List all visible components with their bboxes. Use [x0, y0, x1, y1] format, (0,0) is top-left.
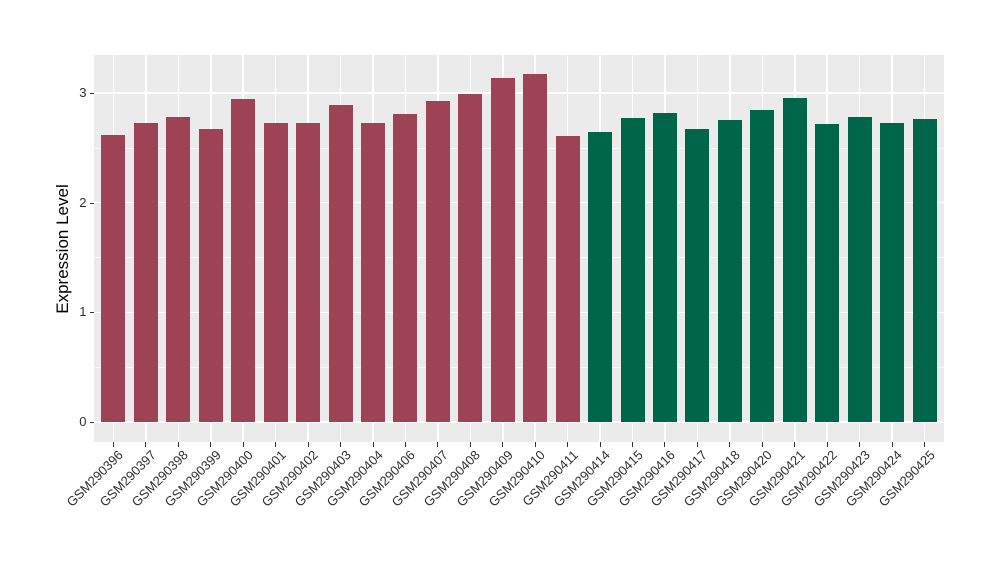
x-tick-mark [696, 442, 698, 447]
bar-GSM290423 [847, 117, 872, 422]
bar-GSM290422 [815, 123, 840, 422]
x-tick-mark [664, 442, 666, 447]
x-tick-mark [534, 442, 536, 447]
bar-GSM290396 [101, 134, 126, 422]
bar-GSM290409 [490, 77, 515, 422]
bar-GSM290410 [523, 74, 548, 422]
x-tick-mark [502, 442, 504, 447]
bar-GSM290414 [588, 132, 613, 422]
x-tick-mark [924, 442, 926, 447]
y-tick-label: 0 [79, 414, 87, 429]
gridline-major [94, 92, 944, 94]
gridline-major [94, 201, 944, 204]
bar-GSM290401 [263, 122, 288, 422]
x-tick-mark [567, 442, 569, 447]
bar-GSM290399 [198, 129, 223, 422]
bar-GSM290415 [620, 118, 645, 422]
x-tick-mark [372, 442, 374, 447]
bar-GSM290403 [328, 104, 353, 422]
x-tick-mark [794, 442, 796, 447]
plot-panel [94, 55, 944, 442]
y-tick-mark [89, 202, 94, 204]
y-tick-mark [89, 422, 94, 423]
gridline-minor [94, 257, 944, 259]
bar-GSM290421 [782, 98, 807, 422]
gridline-major [94, 311, 944, 314]
x-tick-mark [632, 442, 634, 447]
bar-GSM290406 [393, 113, 418, 422]
y-tick-mark [89, 92, 94, 94]
x-tick-mark [242, 442, 244, 447]
bar-GSM290416 [652, 112, 677, 422]
bar-GSM290425 [912, 119, 937, 422]
x-tick-mark [112, 442, 114, 447]
x-tick-mark [729, 442, 731, 447]
x-tick-mark [761, 442, 763, 447]
x-tick-mark [177, 442, 179, 447]
bar-GSM290418 [717, 120, 742, 422]
x-tick-mark [599, 442, 601, 447]
y-tick-label: 3 [79, 84, 87, 100]
bar-GSM290397 [133, 122, 158, 422]
x-tick-mark [437, 442, 439, 447]
y-tick-label: 1 [79, 304, 87, 320]
bar-GSM290420 [750, 110, 775, 422]
bar-GSM290417 [685, 129, 710, 422]
bar-GSM290398 [166, 117, 191, 422]
x-tick-mark [145, 442, 147, 447]
x-tick-mark [469, 442, 471, 447]
x-tick-mark [340, 442, 342, 447]
y-tick-mark [89, 312, 94, 314]
x-tick-mark [210, 442, 212, 447]
bar-GSM290408 [458, 93, 483, 422]
x-tick-mark [307, 442, 309, 447]
bar-GSM290407 [425, 100, 450, 422]
x-tick-mark [826, 442, 828, 447]
bar-GSM290404 [361, 122, 385, 422]
x-tick-mark [275, 442, 277, 447]
y-tick-label: 2 [79, 194, 87, 210]
x-tick-mark [891, 442, 893, 447]
bar-GSM290402 [296, 122, 321, 422]
bar-GSM290411 [555, 135, 580, 422]
gridline-minor [94, 367, 944, 369]
x-tick-mark [404, 442, 406, 447]
x-tick-mark [859, 442, 861, 447]
bar-GSM290424 [880, 122, 905, 422]
gridline-major [94, 421, 944, 423]
gridline-minor [94, 147, 944, 149]
bar-GSM290400 [231, 99, 256, 422]
